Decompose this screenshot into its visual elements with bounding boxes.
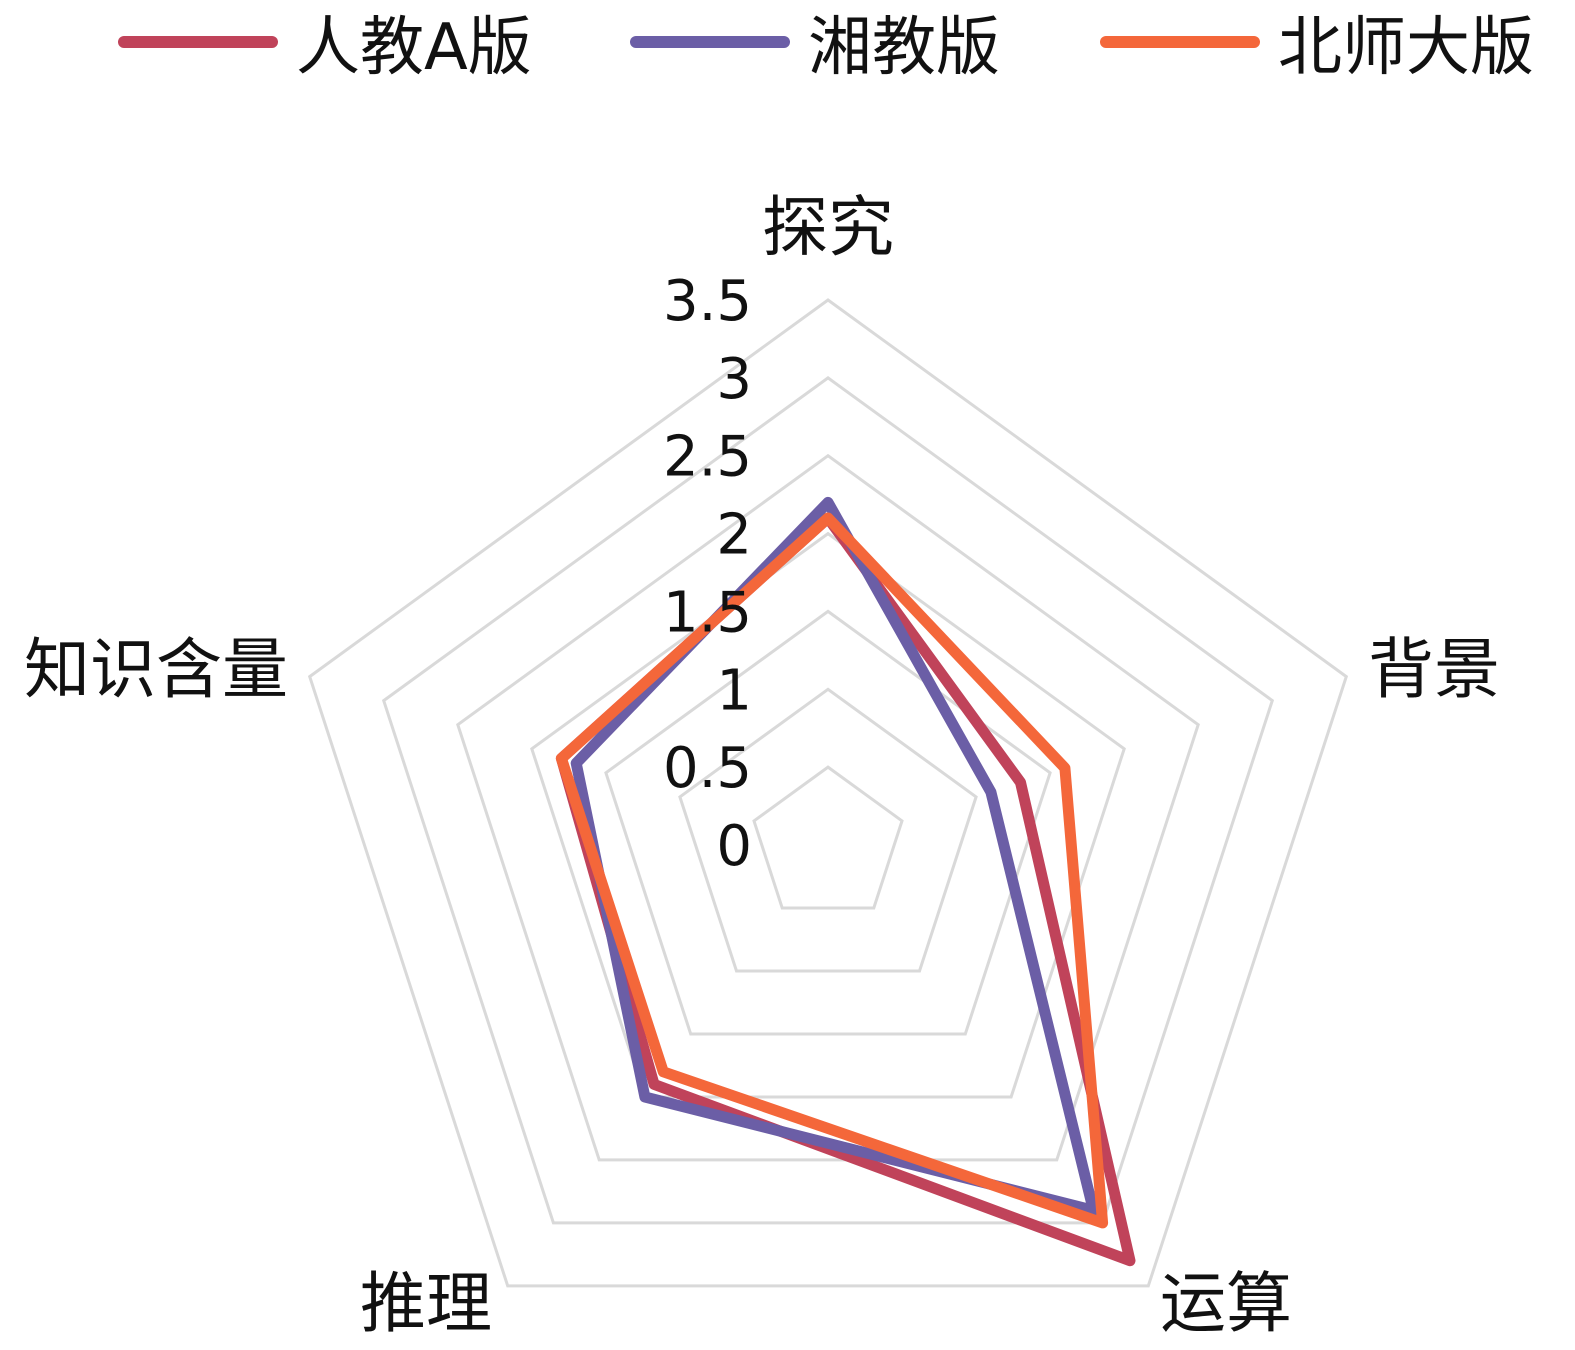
- legend-swatch-series-2: [630, 36, 790, 48]
- grid-ring-7: [307, 298, 1349, 1288]
- tick-label-6: 3: [716, 347, 752, 412]
- legend-label-series-1: 人教A版: [296, 11, 532, 85]
- legend-label-series-2: 湘教版: [808, 11, 1000, 85]
- legend-item-series-2: 湘教版: [630, 2, 1000, 85]
- tick-label-0: 0: [716, 814, 752, 879]
- legend-item-series-3: 北师大版: [1100, 2, 1534, 85]
- legend-label-series-3: 北师大版: [1278, 11, 1534, 85]
- grid-ring-4: [530, 531, 1126, 1099]
- series-line-2: [570, 496, 1099, 1216]
- tick-label-2: 1: [716, 658, 752, 723]
- grid-ring-2: [678, 687, 978, 973]
- tick-label-5: 2.5: [663, 425, 752, 490]
- axis-label-3: 运算: [1160, 1265, 1292, 1342]
- axis-label-5: 知识含量: [24, 631, 288, 708]
- grid-ring-1: [752, 765, 904, 910]
- legend-swatch-series-1: [118, 36, 278, 48]
- radial-tick-labels: 0 0.5 1 1.5 2 2.5 3 3.5: [663, 269, 752, 879]
- axis-label-4: 推理: [360, 1265, 492, 1342]
- legend-swatch-series-3: [1100, 36, 1260, 48]
- grid-ring-3: [604, 609, 1052, 1036]
- tick-label-1: 0.5: [663, 736, 752, 801]
- series-line-3: [555, 512, 1109, 1229]
- tick-label-7: 3.5: [663, 269, 752, 334]
- axis-label-2: 背景: [1368, 631, 1500, 708]
- chart-legend: 人教A版 湘教版 北师大版: [0, 0, 1575, 90]
- tick-label-4: 2: [716, 503, 752, 568]
- grid-ring-5: [456, 453, 1200, 1162]
- radar-series: [555, 496, 1136, 1267]
- legend-item-series-1: 人教A版: [118, 2, 532, 85]
- tick-label-3: 1.5: [663, 580, 752, 645]
- axis-label-1: 探究: [762, 189, 894, 266]
- radar-grid: [307, 298, 1349, 1288]
- grid-ring-6: [381, 376, 1275, 1225]
